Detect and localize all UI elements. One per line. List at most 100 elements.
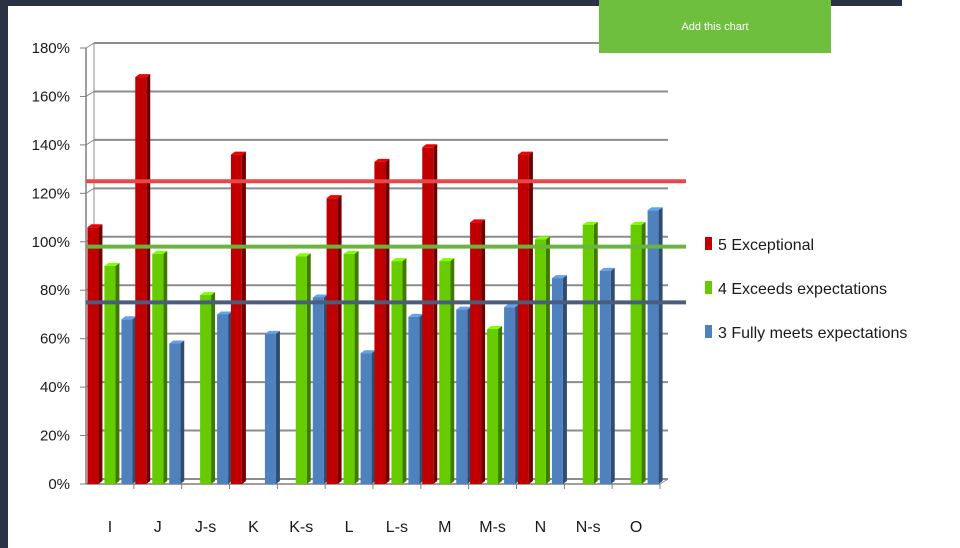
bar-front [630, 224, 642, 485]
bar-top [87, 224, 103, 228]
bar [517, 151, 533, 485]
gridline-depth [85, 91, 95, 97]
y-tick-label: 180% [32, 40, 70, 57]
floor-edge [659, 478, 669, 485]
bar-side [115, 263, 120, 484]
bar-front [487, 328, 499, 484]
bar [582, 221, 598, 485]
bar-side [98, 224, 103, 484]
bar-side [211, 292, 216, 484]
bar-top [582, 221, 598, 225]
bar-side [450, 258, 455, 484]
bar-side [562, 275, 567, 484]
bar-front [517, 154, 529, 485]
bar [169, 340, 185, 484]
bar-side [528, 151, 533, 485]
legend-label: 5 Exceptional [718, 237, 814, 254]
legend-label: 3 Fully meets expectations [718, 325, 907, 342]
bar-front [456, 309, 468, 484]
bar-top [551, 275, 567, 279]
bar-top [135, 74, 151, 78]
bar-front [360, 353, 372, 484]
bar-front [408, 316, 420, 484]
bar-top [360, 350, 376, 354]
bar-front [439, 261, 451, 484]
bar-side [593, 221, 598, 485]
bar-top [264, 330, 280, 334]
bar-top [470, 219, 486, 223]
bar [487, 325, 503, 484]
bar [360, 350, 376, 484]
bar-front [152, 253, 164, 484]
bars [87, 74, 663, 485]
bar-top [534, 236, 550, 240]
bar-side [498, 325, 503, 484]
gridline-depth [85, 187, 95, 194]
bar-side [180, 340, 185, 484]
x-tick-label: M [438, 519, 451, 536]
bar-side [275, 330, 280, 484]
bar-front [343, 253, 355, 484]
bar-front [200, 295, 212, 484]
y-tick-label: 160% [32, 88, 70, 105]
x-tick-label: J-s [195, 519, 216, 536]
bar [295, 253, 311, 484]
bar-top [439, 258, 455, 262]
bar-side [241, 151, 246, 485]
y-tick-label: 120% [32, 185, 70, 202]
bar [647, 207, 663, 485]
bar-front [551, 278, 563, 484]
y-tick-label: 60% [40, 331, 70, 348]
bar-top [217, 311, 233, 315]
bar [326, 195, 342, 484]
bar-side [337, 195, 342, 484]
x-tick-label: K [248, 519, 259, 536]
bar-side [146, 74, 151, 485]
bar [343, 250, 359, 484]
x-tick-label: N [535, 519, 547, 536]
bar-front [87, 227, 99, 484]
bar-top [326, 195, 342, 199]
x-tick-label: L-s [386, 519, 408, 536]
bar-top [152, 250, 168, 254]
bar [470, 219, 486, 484]
y-tick-label: 0% [48, 476, 70, 493]
bar-front [104, 266, 116, 484]
bar-top [504, 304, 520, 308]
bar-front [599, 270, 611, 484]
y-tick-label: 20% [40, 428, 70, 445]
bar-top [599, 267, 615, 271]
bar [200, 292, 216, 484]
bar-side [545, 236, 550, 484]
bar-front [647, 210, 659, 485]
gridline-depth [85, 139, 95, 146]
bar [504, 304, 520, 484]
bar-front [169, 343, 181, 484]
bar-front [230, 154, 242, 485]
bar-side [163, 250, 168, 484]
bar-top [408, 313, 424, 317]
x-tick-label: K-s [289, 519, 313, 536]
bar-top [104, 263, 120, 266]
bar [87, 224, 103, 484]
bar-top [230, 151, 246, 155]
x-tick-label: M-s [479, 519, 506, 536]
bar-side [433, 144, 438, 485]
bar-top [200, 292, 216, 296]
bar [264, 330, 280, 484]
bar [456, 306, 472, 484]
bar-top [422, 144, 438, 148]
x-tick-label: I [108, 519, 112, 536]
bar-front [295, 256, 307, 484]
bar [121, 316, 137, 484]
legend-swatch [705, 237, 712, 250]
x-tick-label: N-s [576, 519, 601, 536]
add-chart-button[interactable]: Add this chart [599, 0, 831, 53]
bar-top [121, 316, 137, 320]
y-tick-label: 140% [32, 137, 70, 154]
bar-front [312, 297, 324, 484]
bar [439, 258, 455, 484]
bar-top [630, 221, 646, 225]
x-tick-label: J [154, 519, 162, 536]
bar [630, 221, 646, 485]
